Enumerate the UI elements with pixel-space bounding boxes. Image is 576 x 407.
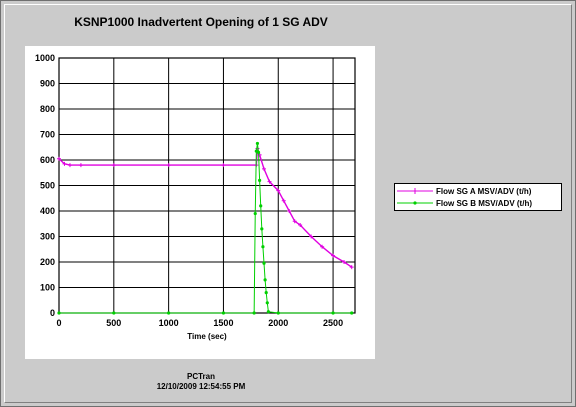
data-point-sg-b: [263, 278, 267, 282]
y-tick-label: 100: [40, 283, 55, 293]
data-point-sg-a: [320, 244, 325, 249]
data-point-sg-a: [262, 166, 267, 171]
y-tick-label: 0: [50, 308, 55, 318]
data-point-sg-b: [258, 178, 262, 182]
data-point-sg-a: [309, 234, 314, 239]
y-tick-label: 500: [40, 181, 55, 191]
plot-panel: 0 100 200 300 400 500 600 700 800 900 1000 0 500 1000…: [25, 46, 375, 359]
data-point-sg-b: [259, 204, 263, 208]
data-point-sg-a: [281, 198, 286, 203]
data-point-sg-b: [276, 311, 280, 315]
data-point-sg-a: [166, 163, 171, 168]
data-point-sg-a: [78, 163, 83, 168]
y-tick-label: 400: [40, 206, 55, 216]
data-point-sg-b: [112, 311, 116, 315]
data-point-sg-b: [264, 291, 268, 295]
y-tick-label: 600: [40, 155, 55, 165]
x-tick-label: 1000: [159, 318, 179, 328]
chart-legend: Flow SG A MSV/ADV (t/h) Flow SG B MSV/AD…: [394, 183, 562, 211]
legend-label-sg-b: Flow SG B MSV/ADV (t/h): [436, 198, 532, 208]
data-point-sg-b: [350, 311, 354, 315]
chart-title: KSNP1000 Inadvertent Opening of 1 SG ADV: [74, 15, 328, 29]
y-tick-label: 200: [40, 257, 55, 267]
line-chart: 0 100 200 300 400 500 600 700 800 900 1000 0 500 1000…: [35, 53, 356, 341]
data-point-sg-a: [349, 265, 354, 270]
data-point-sg-a: [292, 219, 297, 224]
window-bevel: [4, 4, 572, 403]
data-point-sg-b: [265, 301, 269, 305]
data-point-sg-b: [266, 310, 270, 314]
y-tick-label: 700: [40, 130, 55, 140]
legend-item-sg-a: Flow SG A MSV/ADV (t/h): [397, 185, 531, 197]
x-tick-label: 0: [56, 318, 61, 328]
data-point-sg-a: [331, 253, 336, 258]
x-tick-label: 1500: [213, 318, 233, 328]
data-point-sg-a: [57, 156, 61, 161]
data-point-sg-a: [287, 209, 292, 213]
data-point-sg-a: [62, 161, 67, 166]
data-point-sg-b: [255, 141, 260, 146]
data-point-sg-b: [331, 311, 335, 315]
footer-program: PCTran: [186, 372, 215, 381]
data-point-sg-b: [260, 227, 264, 231]
data-point-sg-a: [298, 223, 303, 228]
data-point-sg-b: [167, 311, 171, 315]
y-tick-label: 800: [40, 104, 55, 114]
x-tick-label: 500: [106, 318, 121, 328]
legend-swatch-sg-a: [397, 188, 433, 194]
x-tick-label: 2500: [323, 318, 343, 328]
data-point-sg-a: [221, 163, 226, 168]
y-tick-label: 300: [40, 232, 55, 242]
data-point-sg-b: [57, 311, 61, 315]
data-point-sg-a: [67, 163, 72, 168]
y-tick-label: 1000: [35, 53, 55, 63]
data-point-sg-b: [262, 261, 266, 265]
data-point-sg-a: [342, 260, 347, 264]
data-point-sg-b: [256, 150, 261, 154]
data-point-sg-a: [111, 163, 116, 168]
data-point-sg-b: [252, 311, 256, 315]
data-point-sg-a: [276, 188, 281, 193]
footer-timestamp: 12/10/2009 12:54:55 PM: [156, 382, 246, 391]
data-point-sg-b: [261, 245, 265, 249]
data-point-sg-a: [267, 179, 272, 184]
x-axis-title: Time (sec): [187, 332, 227, 341]
data-point-sg-b: [221, 311, 226, 315]
legend-item-sg-b: Flow SG B MSV/ADV (t/h): [397, 197, 532, 209]
legend-swatch-sg-b: [397, 201, 433, 205]
x-tick-label: 2000: [268, 318, 288, 328]
legend-label-sg-a: Flow SG A MSV/ADV (t/h): [436, 186, 532, 196]
y-tick-label: 900: [40, 79, 55, 89]
series-line-sg-a: [58, 148, 353, 268]
data-point-sg-b: [253, 211, 257, 216]
